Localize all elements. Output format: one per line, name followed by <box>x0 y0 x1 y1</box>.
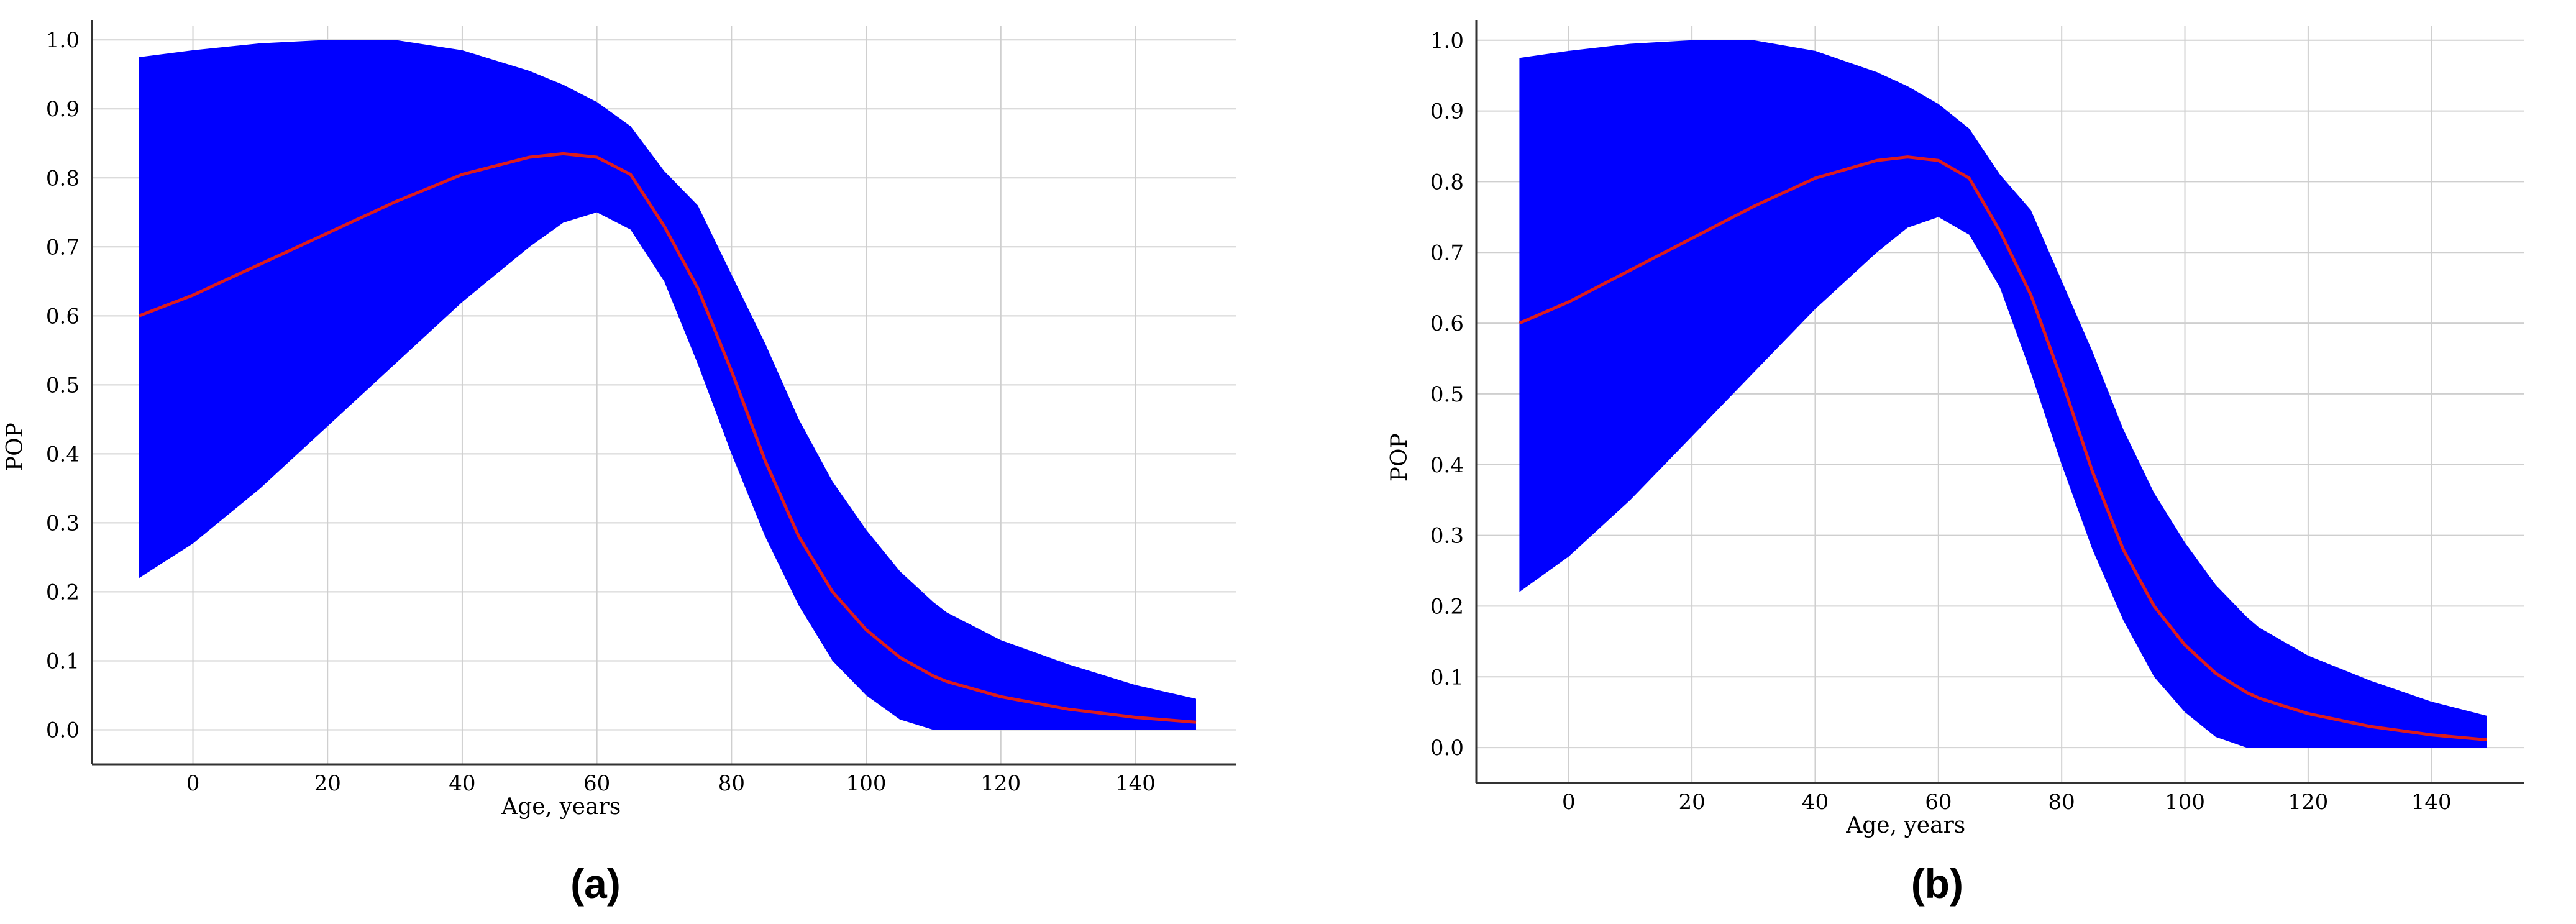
x-tick-label: 0 <box>186 771 200 796</box>
chart-panel-b: 0 20 40 60 80 100 120 140 0.0 0.1 0.2 0.3 0.4 0.5 0.6 0… <box>1387 20 2524 907</box>
y-tick-label: 0.9 <box>46 97 80 122</box>
panel-label: (a) <box>570 861 621 907</box>
y-tick-label: 0.0 <box>1430 736 1464 761</box>
y-tick-label: 0.8 <box>1430 170 1464 194</box>
y-axis-label: POP <box>1387 433 1412 482</box>
y-tick-label: 0.5 <box>1430 382 1464 407</box>
y-tick-label: 0.4 <box>1430 453 1464 478</box>
y-tick-label: 0.1 <box>1430 665 1464 690</box>
x-axis-label: Age, years <box>1845 813 1965 838</box>
x-tick-label: 20 <box>314 771 341 796</box>
x-tick-label: 80 <box>2048 790 2075 815</box>
center-line <box>138 152 1197 724</box>
y-tick-label: 0.4 <box>46 442 80 467</box>
y-tick-label: 0.7 <box>1430 240 1464 265</box>
x-tick-label: 120 <box>2288 790 2328 815</box>
chart-panel-a: 0 20 40 60 80 100 120 140 0.0 0.1 0.2 0.3 0.4 0.5 0.6 0… <box>2 20 1236 907</box>
y-tick-label: 0.6 <box>1430 311 1464 336</box>
x-tick-label: 60 <box>1925 790 1952 815</box>
center-line <box>1519 155 2487 742</box>
y-axis-label: POP <box>2 423 28 471</box>
y-tick-label: 0.2 <box>1430 594 1464 619</box>
x-tick-label: 40 <box>449 771 475 796</box>
y-tick-label: 0.8 <box>46 166 80 191</box>
y-tick-label: 0.0 <box>46 718 80 743</box>
panel-label: (b) <box>1911 861 1963 907</box>
x-tick-label: 60 <box>583 771 610 796</box>
x-axis-label: Age, years <box>501 794 621 820</box>
x-tick-label: 20 <box>1678 790 1705 815</box>
y-tick-label: 0.3 <box>46 511 80 536</box>
y-tick-label: 0.6 <box>46 304 80 329</box>
y-tick-label: 0.5 <box>46 373 80 398</box>
x-tick-label: 120 <box>980 771 1021 796</box>
y-tick-label: 0.1 <box>46 649 80 674</box>
y-tick-label: 0.9 <box>1430 99 1464 124</box>
x-tick-label: 140 <box>1115 771 1156 796</box>
y-tick-label: 0.3 <box>1430 524 1464 549</box>
y-tick-label: 0.7 <box>46 235 80 260</box>
y-tick-label: 0.2 <box>46 580 80 605</box>
confidence-band <box>1519 40 2487 748</box>
y-tick-label: 1.0 <box>46 28 80 53</box>
x-tick-label: 40 <box>1802 790 1829 815</box>
y-tick-label: 1.0 <box>1430 29 1464 53</box>
x-tick-label: 0 <box>1562 790 1576 815</box>
confidence-band <box>139 40 1196 730</box>
x-tick-label: 140 <box>2411 790 2452 815</box>
x-tick-label: 100 <box>2165 790 2205 815</box>
x-tick-label: 80 <box>718 771 745 796</box>
x-tick-label: 100 <box>846 771 887 796</box>
